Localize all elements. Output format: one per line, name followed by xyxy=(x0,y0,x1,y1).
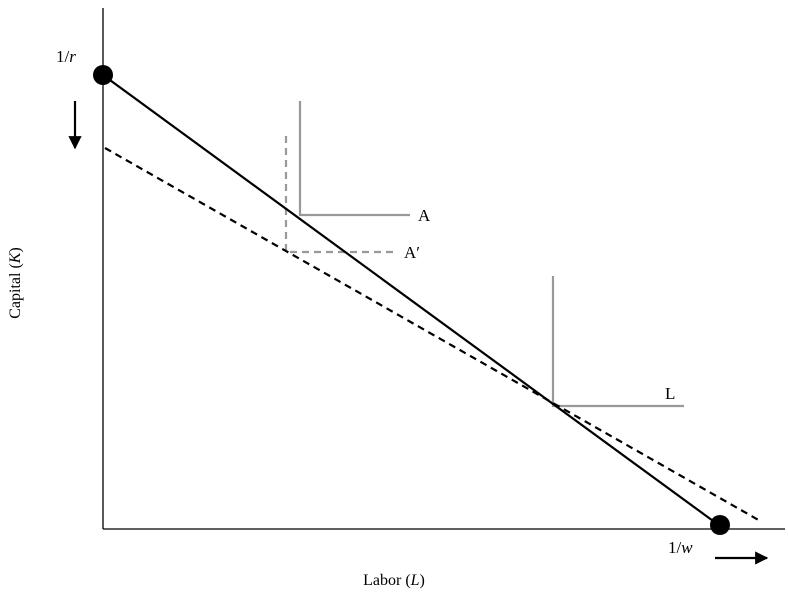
k-intercept-label: 1/r xyxy=(56,47,76,66)
y-axis-title: Capital (K) xyxy=(7,247,24,319)
k-intercept-dot xyxy=(93,65,113,85)
l-intercept-dot xyxy=(710,515,730,535)
isoquant-l xyxy=(551,276,684,408)
isoquant-a-prime-label: A′ xyxy=(404,243,420,262)
isoquant-a-prime xyxy=(284,136,398,254)
isoquant-l-label: L xyxy=(665,384,675,403)
l-intercept-label: 1/w xyxy=(668,538,693,557)
isoquant-a-label: A xyxy=(418,206,431,225)
isocost-line-new xyxy=(104,147,763,523)
isoquant-a xyxy=(298,101,410,217)
isocost-line-original xyxy=(102,74,721,527)
x-axis-title: Labor (L) xyxy=(363,572,425,589)
